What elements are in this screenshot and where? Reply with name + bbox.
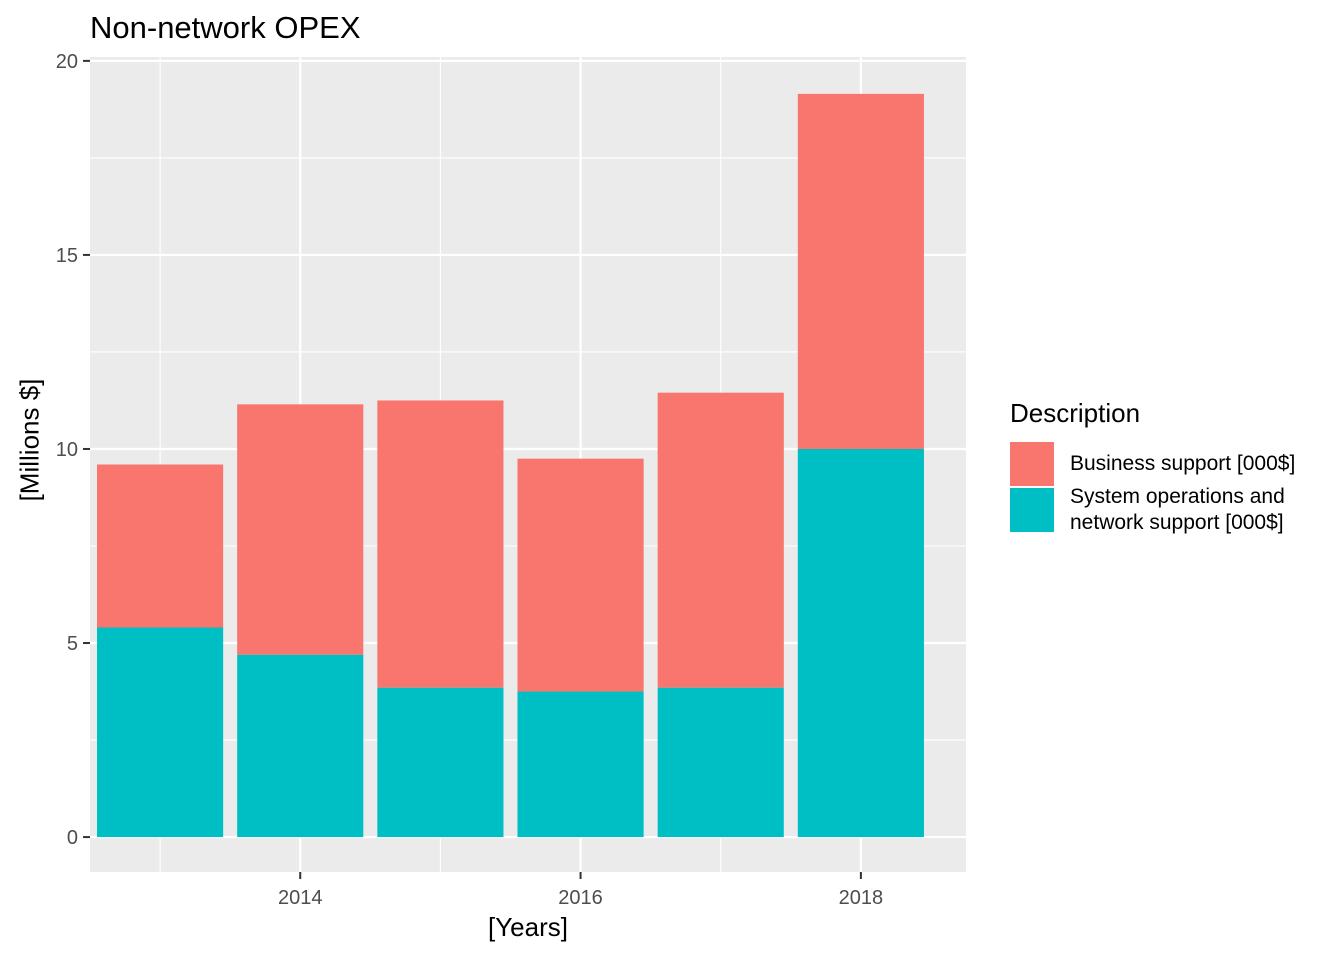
y-tick-label: 5 [67, 633, 78, 655]
bar-business-support-2018 [797, 93, 924, 449]
legend: Description Business support [000$] Syst… [1010, 398, 1330, 534]
legend-item-system-operations: System operations and network support [0… [1010, 485, 1330, 534]
y-axis-title-box: [Millions $] [10, 290, 50, 590]
x-tick-label: 2016 [558, 887, 603, 909]
chart-title: Non-network OPEX [90, 10, 361, 45]
bar-system-operations-2015 [377, 687, 504, 838]
bar-system-operations-2013 [97, 627, 224, 838]
legend-key-business-support [1010, 442, 1054, 486]
x-tick-label: 2014 [278, 887, 323, 909]
legend-key-system-operations [1010, 488, 1054, 532]
x-tick-label: 2018 [839, 887, 884, 909]
y-axis-title: [Millions $] [14, 378, 45, 502]
bar-system-operations-2017 [657, 687, 784, 838]
bar-business-support-2016 [517, 458, 644, 692]
bar-system-operations-2014 [237, 654, 364, 838]
y-tick-label: 0 [67, 827, 78, 849]
bar-business-support-2015 [377, 400, 504, 688]
legend-title: Description [1010, 398, 1141, 428]
bar-business-support-2013 [97, 464, 224, 628]
bar-system-operations-2016 [517, 691, 644, 838]
y-tick-label: 15 [56, 245, 78, 267]
legend-label-business-support: Business support [000$] [1070, 452, 1296, 475]
legend-item-business-support: Business support [000$] [1010, 441, 1330, 487]
bar-business-support-2014 [237, 404, 364, 655]
y-tick-label: 10 [56, 439, 78, 461]
bar-system-operations-2018 [797, 448, 924, 838]
x-axis-title: [Years] [488, 912, 568, 942]
bar-business-support-2017 [657, 392, 784, 688]
legend-label-system-operations: System operations and network support [0… [1070, 485, 1285, 534]
y-tick-label: 20 [56, 51, 78, 73]
